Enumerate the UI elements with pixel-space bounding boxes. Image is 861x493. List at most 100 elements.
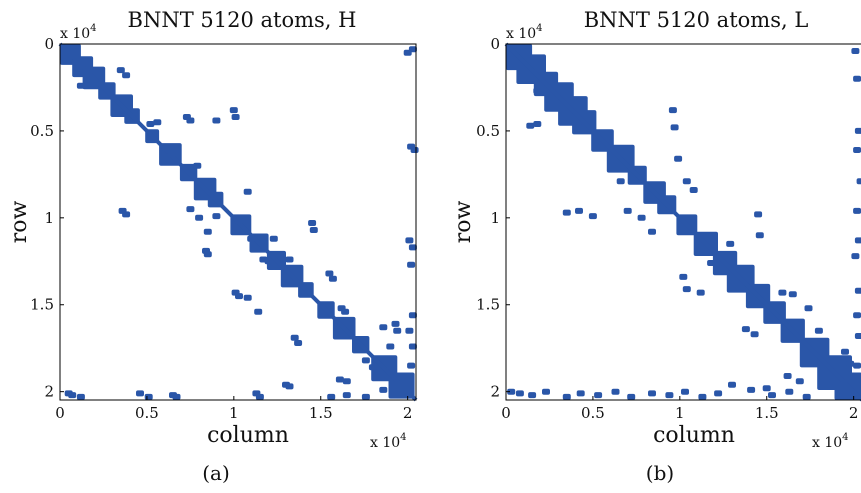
nonzero-point-b-42 [674, 155, 683, 162]
nonzero-point-a-19 [255, 393, 264, 400]
nonzero-point-b-12 [507, 388, 516, 395]
nonzero-point-b-50 [788, 291, 797, 298]
nonzero-point-b-62 [648, 228, 656, 235]
nonzero-point-b-4 [856, 178, 861, 185]
nonzero-point-b-8 [854, 287, 861, 294]
nonzero-point-b-53 [820, 338, 829, 345]
nonzero-point-a-37 [231, 114, 240, 120]
nonzero-point-b-26 [728, 381, 736, 388]
nonzero-point-b-29 [785, 388, 794, 395]
y-tick-label-b-0: 0 [490, 35, 500, 53]
y-multiplier-b: x 104 [506, 23, 543, 42]
nonzero-point-a-44 [193, 162, 202, 169]
nonzero-point-b-52 [814, 327, 823, 334]
nonzero-point-a-28 [76, 82, 85, 89]
caption-a: (a) [202, 461, 230, 485]
nonzero-point-b-64 [726, 240, 735, 247]
nonzero-point-b-16 [562, 393, 571, 400]
nonzero-point-a-12 [68, 392, 77, 399]
y-tick-label-b-3: 1.5 [476, 296, 500, 314]
nonzero-point-b-6 [854, 237, 861, 244]
nonzero-point-b-24 [698, 393, 707, 400]
nonzero-point-a-36 [229, 107, 238, 114]
nonzero-point-b-20 [627, 393, 636, 400]
nonzero-point-a-25 [379, 386, 388, 393]
x-multiplier-b: x 104 [812, 432, 849, 451]
chart-title-b: BNNT 5120 atoms, L [584, 8, 809, 32]
nonzero-point-a-15 [144, 393, 153, 400]
nonzero-point-a-71 [243, 188, 252, 195]
nonzero-point-a-59 [290, 334, 299, 341]
nonzero-point-b-2 [854, 127, 861, 134]
nonzero-point-a-10 [407, 362, 416, 369]
nonzero-point-b-3 [853, 147, 861, 153]
chart-title-a: BNNT 5120 atoms, H [128, 8, 357, 32]
nonzero-point-a-39 [167, 150, 176, 157]
y-tick-label-a-2: 1 [44, 209, 54, 227]
nonzero-point-a-68 [335, 376, 344, 383]
nonzero-point-a-7 [408, 312, 417, 319]
nonzero-point-b-59 [795, 378, 804, 385]
y-tick-label-b-1: 0.5 [476, 122, 500, 140]
nonzero-point-a-60 [294, 340, 303, 346]
nonzero-point-a-43 [195, 214, 204, 221]
y-tick-label-a-3: 1.5 [30, 296, 54, 314]
plot-frame-a [59, 43, 417, 401]
nonzero-point-b-19 [611, 388, 620, 395]
x-tick-label-b-2: 1 [675, 404, 685, 422]
nonzero-point-a-41 [122, 211, 131, 218]
y-tick-label-b-2: 1 [490, 209, 500, 227]
axis-ticks-a: 0 0.5 1 1.5 200.511.52 [30, 35, 412, 422]
nonzero-point-a-24 [361, 393, 370, 400]
nonzero-point-b-63 [707, 260, 716, 266]
x-tick-label-a-3: 1.5 [309, 404, 333, 422]
nonzero-point-a-49 [264, 258, 273, 265]
y-tick-label-a-4: 2 [44, 383, 54, 401]
nonzero-point-b-47 [754, 211, 763, 218]
nonzero-point-b-14 [528, 392, 537, 399]
x-axis-label-a: column [207, 423, 289, 448]
nonzero-point-a-23 [342, 392, 351, 399]
y-multiplier-a: x 104 [60, 23, 97, 42]
nonzero-point-b-10 [854, 333, 861, 339]
nonzero-point-b-54 [841, 348, 849, 355]
nonzero-point-b-30 [802, 393, 811, 400]
nonzero-point-a-54 [235, 293, 243, 300]
nonzero-point-a-45 [235, 218, 243, 225]
nonzero-point-b-55 [846, 360, 855, 367]
nonzero-point-a-67 [393, 327, 402, 334]
nonzero-point-b-18 [594, 392, 603, 399]
x-tick-label-a-4: 2 [403, 404, 413, 422]
nonzero-point-b-34 [575, 124, 583, 131]
nonzero-point-b-33 [533, 121, 542, 127]
nonzero-point-a-47 [203, 251, 212, 258]
nonzero-point-b-37 [588, 213, 597, 220]
nonzero-point-a-66 [391, 320, 400, 327]
nonzero-point-a-34 [186, 117, 195, 124]
nonzero-point-b-25 [714, 390, 723, 397]
nonzero-point-b-56 [741, 326, 750, 333]
y-axis-label-a: row [7, 201, 32, 244]
nonzero-point-b-35 [562, 209, 571, 216]
nonzero-point-b-15 [542, 388, 550, 395]
panel-b: BNNT 5120 atoms, L x 104 0 0.5 1 1.5 200.511… [451, 8, 861, 485]
x-tick-label-b-1: 0.5 [581, 404, 605, 422]
nonzero-point-a-64 [368, 364, 377, 371]
nonzero-point-b-0 [851, 48, 860, 54]
nonzero-point-b-31 [533, 87, 542, 94]
nonzero-point-a-55 [243, 294, 252, 301]
x-tick-label-a-0: 0 [55, 404, 65, 422]
nonzero-point-b-39 [637, 214, 646, 221]
caption-b: (b) [646, 461, 674, 485]
nonzero-point-b-36 [575, 207, 583, 214]
x-tick-label-b-3: 1.5 [755, 404, 779, 422]
nonzero-point-b-28 [768, 392, 776, 399]
nonzero-point-b-49 [778, 289, 787, 296]
nonzero-point-b-13 [515, 390, 524, 397]
nonzero-point-a-30 [122, 72, 131, 79]
y-axis-label-b: row [451, 201, 476, 244]
nonzero-point-a-75 [269, 235, 278, 242]
nonzero-point-b-38 [623, 207, 632, 214]
plot-frame-b [505, 43, 861, 401]
nonzero-point-a-56 [254, 308, 263, 315]
